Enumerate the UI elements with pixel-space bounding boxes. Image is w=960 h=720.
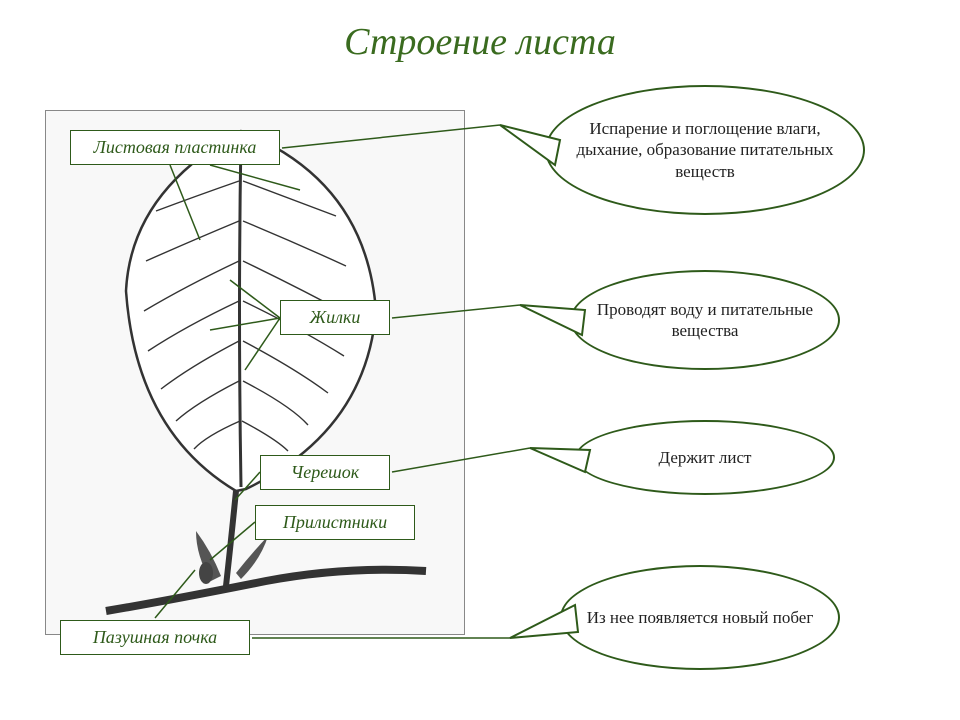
callout-blade-function: Испарение и поглощение влаги, дыхание, о…	[545, 85, 865, 215]
page-title: Строение листа	[0, 20, 960, 64]
label-petiole: Черешок	[260, 455, 390, 490]
callout-petiole-function: Держит лист	[575, 420, 835, 495]
leaf-illustration	[45, 110, 465, 635]
label-veins: Жилки	[280, 300, 390, 335]
label-blade: Листовая пластинка	[70, 130, 280, 165]
label-stipule: Прилистники	[255, 505, 415, 540]
label-bud: Пазушная почка	[60, 620, 250, 655]
callout-veins-function: Проводят воду и питательные вещества	[570, 270, 840, 370]
callout-bud-function: Из нее появляется новый побег	[560, 565, 840, 670]
